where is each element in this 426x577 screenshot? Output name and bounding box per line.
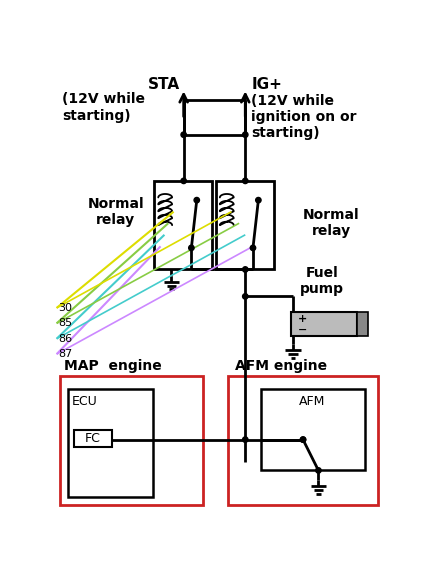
Text: IG+: IG+ <box>251 77 282 92</box>
Bar <box>261 389 365 470</box>
Circle shape <box>194 197 199 203</box>
Circle shape <box>242 267 248 272</box>
Text: 86: 86 <box>58 334 72 344</box>
Text: STA: STA <box>148 77 180 92</box>
Text: MAP  engine: MAP engine <box>64 359 162 373</box>
Text: Fuel
pump: Fuel pump <box>300 266 344 297</box>
Circle shape <box>242 178 248 183</box>
Circle shape <box>316 468 321 473</box>
Text: FC: FC <box>85 432 101 444</box>
Text: AFM: AFM <box>299 395 325 408</box>
Circle shape <box>300 437 306 443</box>
Circle shape <box>242 437 248 443</box>
Bar <box>60 376 203 505</box>
Circle shape <box>189 245 194 250</box>
Text: 85: 85 <box>58 319 72 328</box>
Text: (12V while
ignition on or
starting): (12V while ignition on or starting) <box>251 94 357 140</box>
Text: +: + <box>298 314 307 324</box>
Bar <box>74 430 112 447</box>
Circle shape <box>256 197 261 203</box>
Text: 30: 30 <box>58 303 72 313</box>
Bar <box>68 389 153 497</box>
Bar <box>357 312 368 336</box>
Circle shape <box>181 178 186 183</box>
Circle shape <box>242 294 248 299</box>
Text: Normal
relay: Normal relay <box>303 208 360 238</box>
Bar <box>154 181 212 269</box>
Bar <box>227 376 378 505</box>
Text: 87: 87 <box>58 349 72 359</box>
Text: (12V while
starting): (12V while starting) <box>62 92 145 122</box>
Bar <box>291 312 357 336</box>
Circle shape <box>181 132 186 137</box>
Bar <box>216 181 274 269</box>
Text: Normal
relay: Normal relay <box>88 197 144 227</box>
Circle shape <box>242 132 248 137</box>
Circle shape <box>250 245 256 250</box>
Circle shape <box>300 437 306 443</box>
Text: ECU: ECU <box>72 395 98 408</box>
Text: −: − <box>298 325 307 335</box>
Text: AFM engine: AFM engine <box>235 359 328 373</box>
